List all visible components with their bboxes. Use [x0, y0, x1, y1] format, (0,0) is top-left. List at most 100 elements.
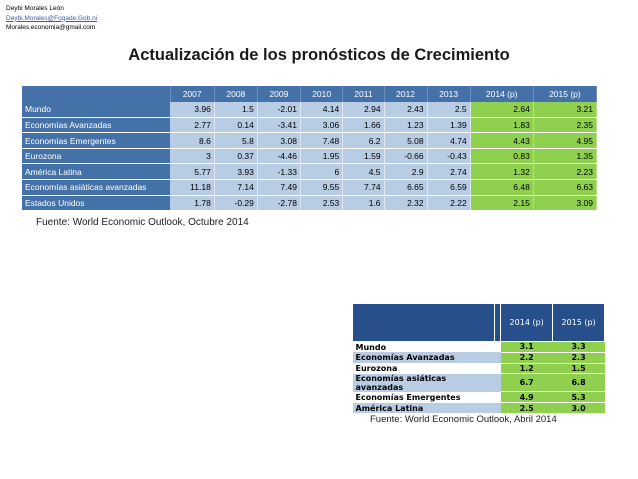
projection-cell: 2.35: [533, 117, 598, 134]
value-cell: 4.14: [300, 101, 344, 118]
spacer-cell: [494, 402, 501, 414]
value-cell: -0.29: [214, 195, 258, 212]
projection-cell: 6.48: [470, 179, 534, 196]
value-cell: -2.78: [257, 195, 301, 212]
projection-cell: 2.64: [470, 101, 534, 118]
column-header: 2010: [300, 86, 344, 102]
value-cell: 3.96: [170, 101, 215, 118]
column-header: 2011: [342, 86, 385, 102]
header-blank-cell: [351, 303, 496, 342]
value-cell: 2.9: [384, 163, 428, 181]
value-cell: 7.49: [257, 179, 301, 196]
value-cell: 1.23: [384, 117, 428, 134]
source-note-october: Fuente: World Economic Outlook, Octubre …: [36, 217, 249, 228]
column-header: 2012: [384, 86, 428, 102]
projection-cell: 2.15: [470, 195, 534, 212]
row-label: Eurozona: [355, 363, 398, 373]
projection-cell: 0.83: [470, 148, 534, 165]
value-cell: 2.77: [170, 117, 215, 134]
row-label: Eurozona: [22, 148, 170, 165]
value-cell: -3.41: [257, 117, 301, 134]
table-row: Estados Unidos 1.78 -0.29 -2.78 2.53 1.6 2.32 2…: [22, 195, 598, 212]
value-cell: 0.14: [214, 117, 258, 134]
author-email-secondary: Morales.economia@gmail.com: [6, 24, 96, 31]
value-cell: 11.18: [170, 179, 215, 196]
column-header: 2015 (p): [552, 303, 605, 342]
projection-cell: 6.8: [552, 373, 605, 393]
value-cell: 3.93: [214, 163, 258, 181]
projection-cell: 3.21: [533, 101, 598, 118]
value-cell: 1.95: [300, 148, 344, 165]
spacer-cell: [494, 352, 501, 364]
column-header: 2014 (p): [500, 303, 554, 342]
value-cell: 4.74: [427, 132, 471, 149]
row-label: Economías asiáticas avanzadas: [22, 179, 170, 196]
projection-cell: 1.35: [533, 148, 598, 165]
value-cell: 1.66: [342, 117, 385, 134]
column-header: 2014 (p): [470, 86, 534, 102]
value-cell: 3.06: [300, 117, 344, 134]
author-email-link[interactable]: Deybi.Morales@Fogade.Gob.ni: [6, 14, 98, 22]
row-label: América Latina: [352, 402, 495, 414]
projection-cell: 1.2: [500, 363, 553, 375]
row-label: Estados Unidos: [22, 195, 170, 212]
value-cell: 2.43: [384, 101, 428, 118]
value-cell: -4.46: [257, 148, 301, 165]
projection-cell: 3.1: [500, 341, 553, 353]
row-label: Economías Avanzadas: [352, 352, 495, 364]
row-label: Mundo: [355, 342, 387, 352]
value-cell: 2.32: [384, 195, 428, 212]
table-row: Eurozona 3 0.37 -4.46 1.95 1.59 -0.66 -0.43 0.83…: [22, 148, 598, 165]
projection-cell: 2.2: [500, 352, 553, 364]
row-label: Economías asiáticas avanzadas: [352, 373, 495, 392]
projection-cell: 1.83: [470, 117, 534, 134]
table-row: América Latina 2.5 3.0: [352, 402, 605, 414]
value-cell: 7.74: [342, 179, 385, 196]
author-name: Deybi Morales León: [6, 5, 64, 12]
table-header-row: 2007 2008 2009 2010 2011 2012 2013 2014 …: [22, 86, 598, 102]
value-cell: 4.5: [342, 163, 385, 181]
value-cell: 7.48: [300, 132, 344, 149]
value-cell: 2.5: [427, 101, 471, 118]
projection-cell: 2.23: [533, 163, 598, 181]
value-cell: -1.33: [257, 163, 301, 181]
value-cell: 7.14: [214, 179, 258, 196]
projection-cell: 3.3: [552, 341, 605, 353]
value-cell: 5.77: [170, 163, 215, 181]
value-cell: 1.59: [342, 148, 385, 165]
column-header: 2015 (p): [533, 86, 598, 102]
page-title: Actualización de los pronósticos de Crec…: [128, 46, 510, 64]
value-cell: 0.37: [214, 148, 258, 165]
value-cell: 5.08: [384, 132, 428, 149]
value-cell: 5.8: [214, 132, 258, 149]
value-cell: 2.74: [427, 163, 471, 181]
row-label: Economías Avanzadas: [22, 117, 170, 134]
table-row: Economías Avanzadas 2.77 0.14 -3.41 3.06 1.66…: [22, 117, 598, 134]
value-cell: 1.6: [342, 195, 385, 212]
column-header: 2008: [214, 86, 258, 102]
table-row: Mundo 3.96 1.5 -2.01 4.14 2.94 2.43 2.5 2.64 3.21: [22, 101, 598, 118]
projection-cell: 3.0: [552, 402, 605, 414]
row-label: América Latina: [22, 163, 170, 181]
spacer-cell: [494, 373, 501, 392]
author-block: Deybi Morales León Deybi.Morales@Fogade.…: [6, 4, 97, 33]
table-row: América Latina 5.77 3.93 -1.33 6 4.5 2.9 2.74 1.…: [22, 163, 598, 181]
projection-cell: 6.7: [500, 373, 553, 393]
projection-cell: 4.95: [533, 132, 598, 149]
projection-cell: 1.32: [470, 163, 534, 181]
column-header: 2009: [257, 86, 301, 102]
projection-cell: 2.5: [500, 402, 553, 414]
projection-cell: 1.5: [552, 363, 605, 375]
value-cell: 6.59: [427, 179, 471, 196]
projection-cell: 3.09: [533, 195, 598, 212]
table-row: Eurozona 1.2 1.5: [353, 363, 605, 375]
projection-cell: 2.3: [552, 352, 605, 364]
value-cell: 2.22: [427, 195, 471, 212]
table-row: Economías Emergentes 8.6 5.8 3.08 7.48 6.2 5.0…: [22, 132, 598, 149]
value-cell: 6: [300, 163, 344, 181]
table-row: Economías asiáticas avanzadas 6.7 6.8: [352, 373, 605, 393]
column-header: 2007: [170, 86, 215, 102]
table-row: Economías Emergentes 4.9 5.3: [353, 391, 605, 404]
value-cell: 8.6: [170, 132, 215, 149]
table-row: Economías Avanzadas 2.2 2.3: [352, 352, 605, 364]
